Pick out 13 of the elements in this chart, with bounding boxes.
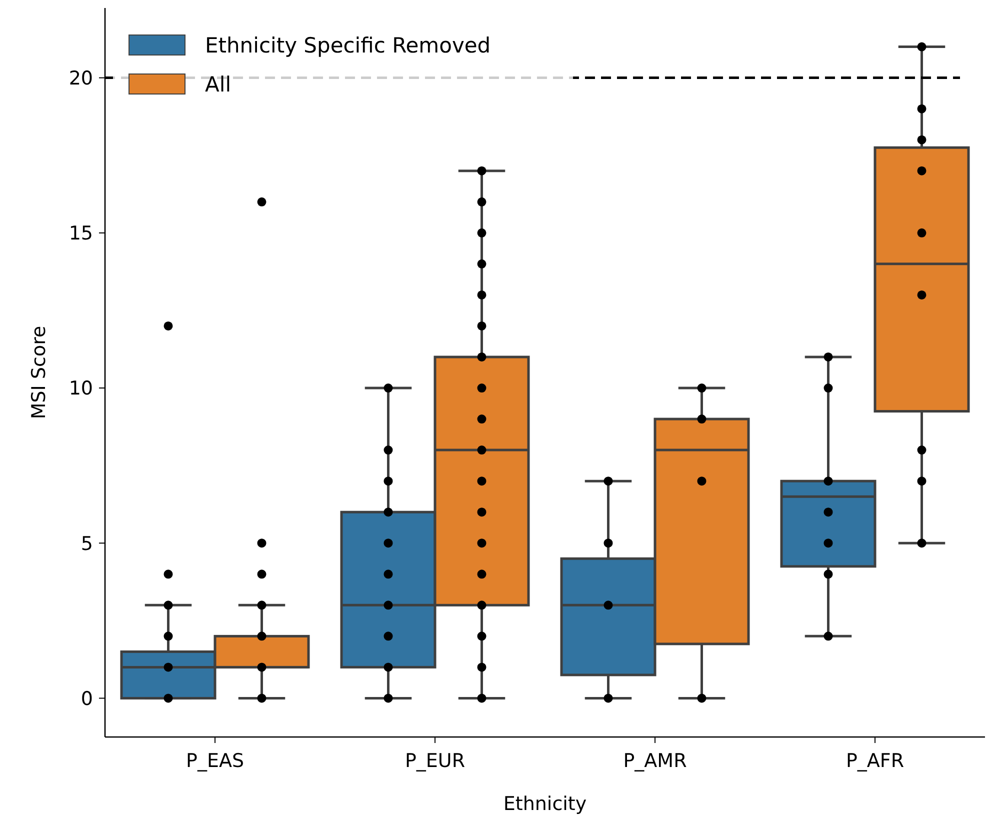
x-tick-label: P_AMR — [623, 750, 687, 772]
legend-label: Ethnicity Specific Removed — [205, 33, 491, 58]
y-tick-label: 0 — [80, 688, 93, 710]
y-tick-label: 10 — [68, 378, 93, 400]
y-tick-label: 20 — [68, 67, 93, 90]
x-tick-label: P_EAS — [186, 750, 244, 772]
y-tick-label: 15 — [68, 222, 93, 245]
x-tick-label: P_AFR — [846, 750, 904, 772]
y-axis-title: MSI Score — [28, 326, 50, 420]
legend-label: All — [205, 72, 232, 96]
x-axis-title: Ethnicity — [503, 793, 587, 815]
x-tick-label: P_EUR — [404, 750, 466, 772]
y-tick-label: 5 — [80, 532, 93, 555]
